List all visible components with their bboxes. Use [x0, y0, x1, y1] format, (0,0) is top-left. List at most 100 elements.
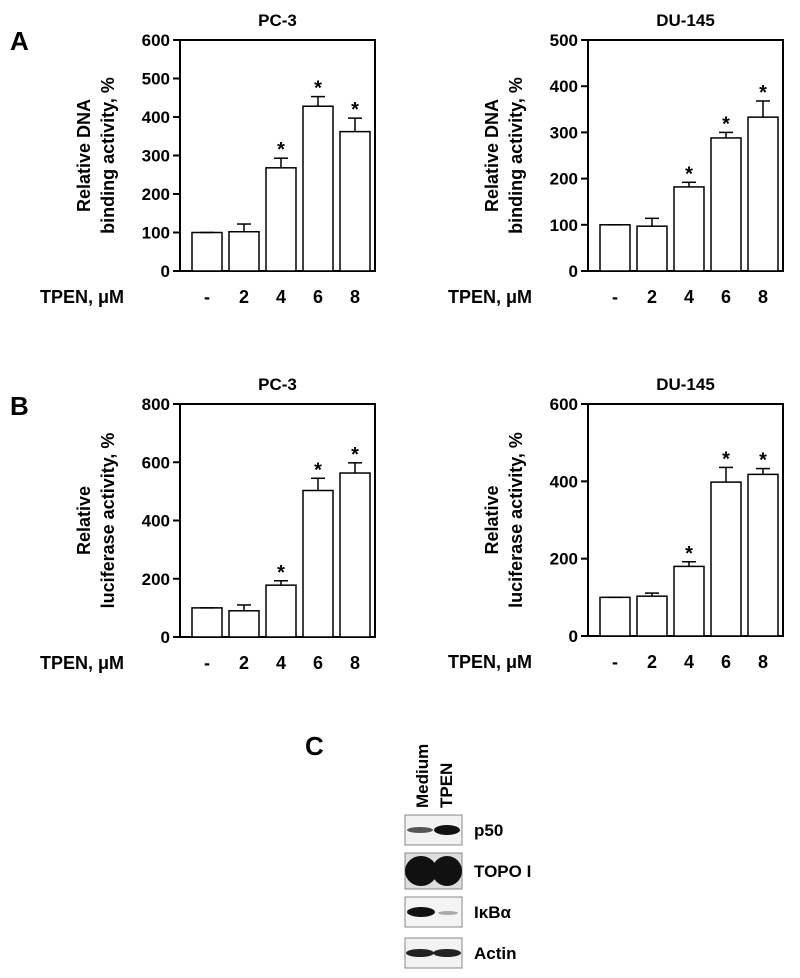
band-label: p50	[474, 821, 503, 840]
y-axis-label: Relative luciferase activity, %	[482, 432, 526, 608]
band	[434, 825, 460, 835]
significance-marker: *	[277, 139, 285, 161]
error-bar	[274, 157, 288, 168]
x-tick-label: 6	[313, 287, 323, 307]
error-bar	[348, 462, 362, 474]
error-bar	[719, 131, 733, 138]
y-tick-label: 300	[550, 123, 578, 142]
x-tick-label: 8	[758, 652, 768, 672]
x-tick-label: 6	[721, 652, 731, 672]
error-bar	[756, 467, 770, 475]
band-label: Actin	[474, 944, 517, 963]
band	[438, 911, 458, 915]
panel-label: A	[10, 26, 29, 56]
y-axis-label-line: Relative	[74, 486, 94, 555]
bar	[228, 230, 260, 272]
bar	[636, 225, 668, 272]
x-axis-label: TPEN, μM	[448, 287, 532, 307]
bar	[710, 481, 742, 637]
y-tick-label: 800	[142, 395, 170, 414]
x-tick-label: 2	[647, 652, 657, 672]
bar	[302, 489, 334, 638]
error-bar	[311, 95, 325, 107]
y-tick-label: 600	[550, 395, 578, 414]
y-tick-label: 600	[142, 453, 170, 472]
bar	[599, 596, 631, 637]
bar	[747, 116, 779, 272]
significance-marker: *	[685, 163, 693, 185]
y-axis-label: Relative DNA binding activity, %	[74, 77, 118, 234]
band	[407, 827, 433, 833]
error-bar	[311, 477, 325, 491]
bar	[228, 610, 260, 638]
y-tick-label: 400	[142, 108, 170, 127]
x-tick-label: 4	[684, 287, 694, 307]
panel-label: C	[305, 731, 324, 761]
bar	[339, 130, 371, 272]
x-tick-label: 4	[276, 287, 286, 307]
y-tick-label: 0	[569, 627, 578, 646]
error-bar	[756, 100, 770, 118]
y-axis-label-line: binding activity, %	[506, 77, 526, 234]
y-tick-label: 500	[550, 31, 578, 50]
x-tick-label: 4	[684, 652, 694, 672]
significance-marker: *	[277, 562, 285, 584]
y-tick-label: 200	[550, 170, 578, 189]
bar	[636, 595, 668, 637]
x-tick-label: 6	[313, 653, 323, 673]
y-tick-label: 400	[550, 472, 578, 491]
x-tick-label: 8	[758, 287, 768, 307]
bar	[265, 167, 297, 272]
significance-marker: *	[685, 543, 693, 565]
y-axis-label-line: luciferase activity, %	[98, 433, 118, 609]
y-tick-label: 100	[142, 224, 170, 243]
error-bar	[237, 223, 251, 232]
y-tick-label: 500	[142, 70, 170, 89]
y-axis-label: Relative DNA binding activity, %	[482, 77, 526, 234]
y-tick-label: 300	[142, 147, 170, 166]
error-bar	[348, 117, 362, 132]
x-tick-label: 2	[239, 653, 249, 673]
x-tick-label: 8	[350, 653, 360, 673]
y-tick-label: 200	[550, 550, 578, 569]
x-tick-label: -	[204, 287, 210, 307]
bar	[747, 473, 779, 637]
x-tick-label: 6	[721, 287, 731, 307]
bar	[710, 137, 742, 272]
error-bar	[719, 466, 733, 483]
bar-chart: DU-145 Relative luciferase activity, % TPEN…	[448, 375, 784, 672]
error-bar	[237, 604, 251, 611]
x-tick-label: 4	[276, 653, 286, 673]
chart-title: DU-145	[656, 11, 715, 30]
band-label: TOPO I	[474, 862, 531, 881]
bar-chart: PC-3 Relative luciferase activity, % TPEN, …	[40, 375, 376, 673]
significance-marker: *	[314, 78, 322, 100]
y-tick-label: 200	[142, 570, 170, 589]
panel-label: B	[10, 391, 29, 421]
y-tick-label: 400	[550, 77, 578, 96]
error-bar	[645, 217, 659, 227]
y-axis-label-line: Relative DNA	[74, 99, 94, 212]
x-tick-label: 2	[647, 287, 657, 307]
x-tick-label: -	[612, 652, 618, 672]
chart-title: PC-3	[258, 11, 297, 30]
y-axis-label: Relative luciferase activity, %	[74, 433, 118, 609]
band	[432, 856, 462, 886]
significance-marker: *	[722, 113, 730, 135]
y-tick-label: 100	[550, 216, 578, 235]
western-blot: Medium TPEN p50 TOPO I IκBα Actin	[404, 744, 531, 969]
y-tick-label: 400	[142, 512, 170, 531]
bar	[191, 607, 223, 638]
y-axis-label-line: Relative DNA	[482, 99, 502, 212]
y-tick-label: 0	[161, 628, 170, 647]
x-tick-label: 2	[239, 287, 249, 307]
significance-marker: *	[351, 99, 359, 121]
bar	[302, 105, 334, 272]
significance-marker: *	[759, 450, 767, 472]
x-tick-label: -	[612, 287, 618, 307]
y-tick-label: 0	[161, 262, 170, 281]
lane-label: TPEN	[437, 763, 456, 808]
chart-title: PC-3	[258, 375, 297, 394]
x-axis-label: TPEN, μM	[40, 287, 124, 307]
